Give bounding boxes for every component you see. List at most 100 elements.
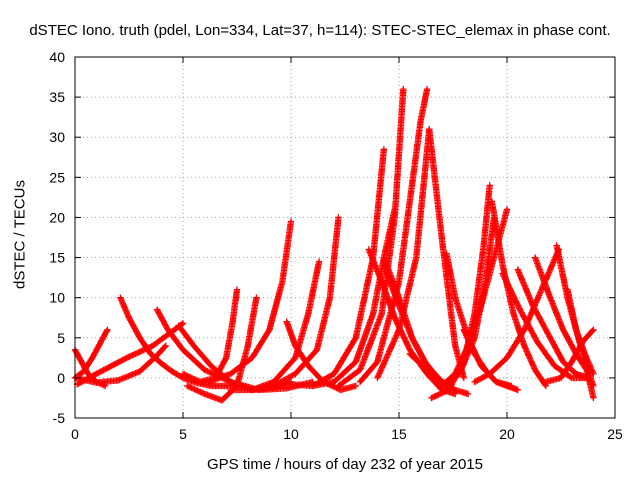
y-tick-label: 20 (49, 209, 65, 225)
data-point (529, 361, 536, 368)
data-point (500, 273, 508, 280)
y-tick-label: -5 (53, 410, 66, 426)
data-point (504, 281, 512, 288)
data-point (502, 277, 510, 284)
series-11 (248, 214, 342, 394)
y-tick-label: 10 (49, 290, 65, 306)
data-point (462, 348, 469, 355)
data-point (222, 356, 229, 363)
data-point (102, 382, 109, 390)
data-point (162, 342, 169, 349)
data-point (189, 385, 197, 392)
data-point (548, 263, 555, 270)
x-tick-label: 10 (283, 426, 299, 442)
series-34 (434, 358, 467, 390)
data-point (187, 374, 194, 381)
data-point (379, 363, 386, 370)
series-12 (283, 318, 359, 394)
y-tick-label: 0 (57, 370, 65, 386)
series-2 (71, 342, 169, 386)
data-point (437, 381, 444, 388)
data-point (403, 339, 410, 346)
data-point (136, 348, 143, 355)
data-point (525, 352, 532, 359)
x-tick-label: 15 (391, 426, 407, 442)
data-point (511, 295, 518, 302)
data-point (125, 354, 132, 361)
data-point (512, 296, 519, 304)
data-point (423, 85, 431, 93)
data-point (187, 384, 194, 391)
data-point (460, 358, 467, 365)
data-point (135, 349, 142, 356)
data-point (463, 332, 470, 339)
data-point (521, 344, 529, 351)
data-point (351, 335, 359, 343)
data-point (508, 288, 515, 295)
data-point (208, 370, 215, 377)
data-point (509, 291, 516, 298)
data-point (438, 390, 445, 397)
data-point (352, 382, 359, 390)
data-point (382, 355, 390, 363)
x-tick-label: 25 (607, 426, 623, 442)
data-point (515, 303, 522, 311)
data-point (500, 271, 507, 279)
y-tick-label: 35 (49, 89, 65, 105)
series-15 (335, 85, 407, 390)
data-point (400, 85, 407, 93)
data-point (514, 386, 521, 394)
data-point (527, 356, 534, 364)
data-point (434, 392, 441, 399)
data-point (335, 214, 342, 221)
x-tick-label: 5 (179, 426, 187, 442)
x-axis-label: GPS time / hours of day 232 of year 2015 (207, 456, 483, 473)
data-point (182, 372, 190, 379)
data-point (192, 386, 200, 394)
data-point (590, 394, 597, 402)
data-point (122, 355, 129, 362)
data-point (475, 376, 482, 383)
data-point (589, 327, 596, 334)
data-point (204, 368, 211, 375)
data-point (567, 373, 574, 381)
data-point (103, 327, 110, 335)
data-point (486, 182, 493, 189)
data-point (402, 336, 409, 344)
y-tick-label: 25 (49, 169, 65, 185)
data-point (119, 356, 126, 364)
data-point (233, 286, 241, 293)
data-point (265, 327, 272, 335)
series-18 (356, 85, 431, 386)
data-point (466, 339, 473, 346)
data-point (207, 369, 214, 376)
data-point (464, 390, 472, 398)
series-26 (488, 198, 550, 390)
data-point (392, 315, 399, 323)
data-point (461, 328, 468, 335)
data-point (100, 366, 107, 374)
data-point (404, 342, 411, 349)
data-point (516, 305, 523, 312)
series-33 (564, 286, 597, 378)
data-point (442, 388, 449, 395)
data-point (401, 335, 408, 342)
data-point (96, 369, 103, 376)
data-point (194, 387, 201, 394)
data-point (503, 206, 511, 213)
data-point (541, 381, 549, 388)
data-point (197, 388, 204, 396)
y-tick-label: 15 (49, 250, 65, 266)
data-point (287, 218, 295, 225)
data-point (514, 300, 521, 308)
data-point (139, 347, 146, 354)
data-point (465, 336, 472, 343)
data-point (584, 357, 591, 365)
data-point (460, 374, 467, 382)
y-tick-label: 40 (49, 49, 65, 65)
data-point (504, 280, 511, 287)
chart-title: dSTEC Iono. truth (pdel, Lon=334, Lat=37… (29, 22, 611, 39)
data-point (129, 352, 136, 359)
data-point (104, 326, 111, 333)
